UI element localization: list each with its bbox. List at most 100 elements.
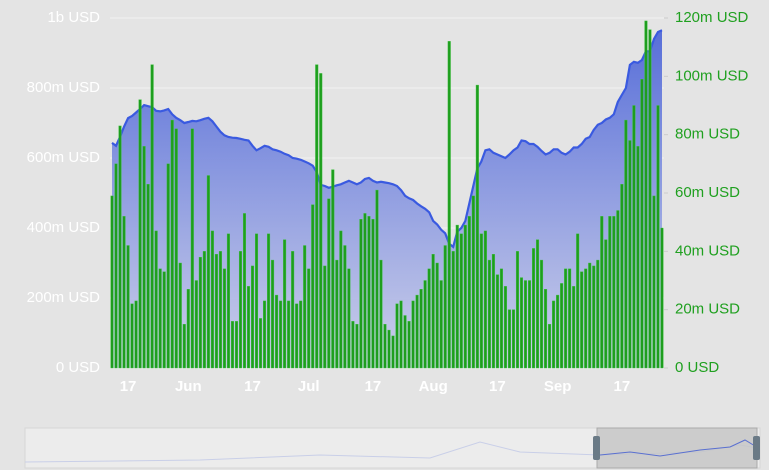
bar: [463, 224, 467, 369]
navigator-handle[interactable]: [753, 436, 760, 460]
navigator-window[interactable]: [596, 427, 758, 469]
bar: [628, 140, 632, 369]
bar: [275, 294, 279, 369]
x-tick-label: Jul: [298, 378, 320, 395]
bar: [154, 230, 158, 369]
bar: [419, 289, 423, 369]
bar: [226, 233, 230, 369]
bar: [375, 189, 379, 369]
bar: [407, 321, 411, 369]
bar: [194, 280, 198, 369]
bar: [564, 268, 568, 369]
bar: [251, 265, 255, 369]
bar: [315, 64, 319, 369]
bar: [367, 216, 371, 369]
x-tick-label: 17: [244, 378, 261, 395]
bar: [162, 271, 166, 369]
y2-tick-label: 0 USD: [675, 359, 719, 376]
bar: [158, 268, 162, 369]
bar: [359, 219, 363, 369]
bar: [487, 259, 491, 369]
bar: [210, 230, 214, 369]
y2-tick-label: 60m USD: [675, 184, 740, 201]
bar: [299, 300, 303, 369]
bar: [263, 300, 267, 369]
bar: [255, 233, 259, 369]
area-line: [111, 29, 663, 249]
bar: [592, 265, 596, 369]
bar: [507, 309, 511, 369]
bar: [532, 248, 536, 369]
bar: [499, 268, 503, 369]
bar: [511, 309, 515, 369]
y2-tick-label: 80m USD: [675, 126, 740, 143]
bar: [648, 29, 652, 369]
x-tick-label: Aug: [419, 378, 448, 395]
navigator-window-line: [599, 439, 756, 457]
bar: [238, 251, 242, 369]
navigator[interactable]: [24, 427, 761, 469]
bar: [556, 294, 560, 369]
bar: [660, 227, 664, 369]
bar: [303, 245, 307, 369]
bar: [503, 286, 507, 369]
bar: [644, 20, 648, 369]
bar: [122, 216, 126, 369]
bar: [230, 321, 234, 369]
y2-tick-label: 20m USD: [675, 301, 740, 318]
bar: [363, 213, 367, 369]
bar: [435, 262, 439, 369]
bar: [471, 195, 475, 369]
x-tick-label: Sep: [544, 378, 572, 395]
bar: [604, 239, 608, 369]
y2-tick-label: 40m USD: [675, 242, 740, 259]
bar: [403, 315, 407, 369]
bar: [636, 146, 640, 369]
bar: [515, 251, 519, 369]
bar: [118, 125, 122, 369]
bar: [142, 146, 146, 369]
bar: [146, 184, 150, 369]
bar: [395, 303, 399, 369]
bar: [495, 274, 499, 369]
bar: [347, 268, 351, 369]
bar: [536, 239, 540, 369]
bar: [287, 300, 291, 369]
bar: [431, 254, 435, 369]
bar: [343, 245, 347, 369]
bar: [130, 303, 134, 369]
bar: [596, 259, 600, 369]
bar: [560, 283, 564, 369]
bar: [283, 239, 287, 369]
bar: [540, 259, 544, 369]
y2-tick-label: 120m USD: [675, 9, 749, 26]
bar: [371, 219, 375, 369]
bar: [138, 99, 142, 369]
bar: [214, 254, 218, 369]
bar: [451, 251, 455, 369]
bar: [411, 300, 415, 369]
bar: [234, 321, 238, 369]
bar: [150, 64, 154, 369]
bar: [218, 251, 222, 369]
bar: [379, 259, 383, 369]
navigator-handle[interactable]: [593, 436, 600, 460]
y-tick-label: 800m USD: [27, 79, 101, 96]
bar: [624, 119, 628, 369]
bar: [335, 259, 339, 369]
bar: [519, 277, 523, 369]
bar: [447, 41, 451, 369]
bar: [552, 300, 556, 369]
bar: [351, 321, 355, 369]
bar: [110, 195, 114, 369]
bar: [190, 128, 194, 369]
bar: [427, 268, 431, 369]
bar: [391, 335, 395, 369]
bar: [178, 262, 182, 369]
bar: [259, 318, 263, 369]
bar: [483, 230, 487, 369]
bar: [327, 198, 331, 369]
bar: [202, 251, 206, 369]
bar: [246, 286, 250, 369]
